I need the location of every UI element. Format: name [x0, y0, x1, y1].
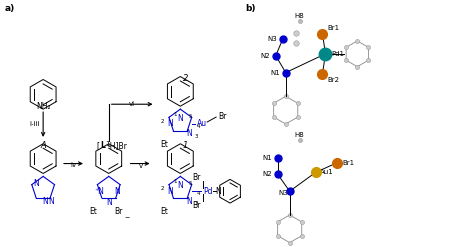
Text: H8: H8: [295, 132, 304, 138]
Text: N: N: [167, 187, 173, 196]
Text: N2: N2: [260, 53, 270, 59]
Text: 1: 1: [182, 141, 188, 150]
Text: N1: N1: [270, 70, 280, 76]
Text: ⁺N: ⁺N: [95, 187, 105, 196]
Text: vi: vi: [129, 101, 135, 107]
Text: 1: 1: [105, 141, 109, 147]
Text: Pd1: Pd1: [331, 51, 345, 57]
Text: Br2: Br2: [328, 77, 339, 82]
Text: Br: Br: [192, 173, 200, 182]
Text: N: N: [106, 198, 112, 206]
Text: v: v: [138, 164, 143, 169]
Text: N: N: [186, 197, 192, 206]
Text: 1: 1: [173, 179, 176, 184]
Text: N: N: [114, 187, 119, 196]
Text: 5: 5: [188, 181, 192, 186]
Text: Br: Br: [115, 207, 123, 216]
Text: N2: N2: [262, 171, 272, 177]
Text: 2: 2: [161, 119, 164, 124]
Text: Et: Et: [161, 140, 168, 149]
Text: N: N: [33, 179, 39, 188]
Text: 1: 1: [173, 112, 176, 117]
Text: Au1: Au1: [319, 169, 333, 175]
Text: N: N: [215, 187, 221, 196]
Text: N: N: [48, 197, 54, 206]
Text: 2: 2: [161, 186, 164, 191]
Text: Et: Et: [161, 207, 168, 216]
Text: L: L: [100, 141, 105, 150]
Text: Br: Br: [192, 201, 200, 209]
Text: 4: 4: [196, 124, 200, 129]
Text: N: N: [177, 114, 183, 123]
Text: Br1: Br1: [328, 25, 339, 31]
Text: A: A: [40, 141, 46, 150]
Text: N: N: [167, 120, 173, 128]
Text: N3: N3: [267, 36, 277, 42]
Text: N3: N3: [278, 190, 288, 196]
Text: -H]Br: -H]Br: [108, 141, 128, 150]
Text: [: [: [97, 141, 100, 150]
Text: NH₂: NH₂: [36, 102, 50, 111]
Text: Au: Au: [197, 120, 207, 128]
Text: Br: Br: [218, 112, 227, 121]
Text: iv: iv: [70, 163, 76, 168]
Text: Et: Et: [89, 207, 97, 216]
Text: −: −: [125, 214, 130, 219]
Text: N: N: [186, 129, 192, 138]
Text: a): a): [4, 4, 15, 13]
Text: H8: H8: [295, 13, 304, 19]
Text: N: N: [177, 181, 183, 190]
Text: 4: 4: [196, 191, 200, 196]
Text: Pd: Pd: [203, 187, 213, 196]
Text: 2: 2: [182, 74, 188, 82]
Text: N: N: [42, 197, 48, 206]
Text: 5: 5: [188, 114, 192, 119]
Text: i-iii: i-iii: [30, 121, 40, 127]
Text: 3: 3: [194, 201, 198, 206]
Text: 3: 3: [194, 134, 198, 139]
Text: Br1: Br1: [342, 160, 355, 165]
Text: N1: N1: [262, 155, 272, 161]
Text: b): b): [245, 4, 255, 13]
